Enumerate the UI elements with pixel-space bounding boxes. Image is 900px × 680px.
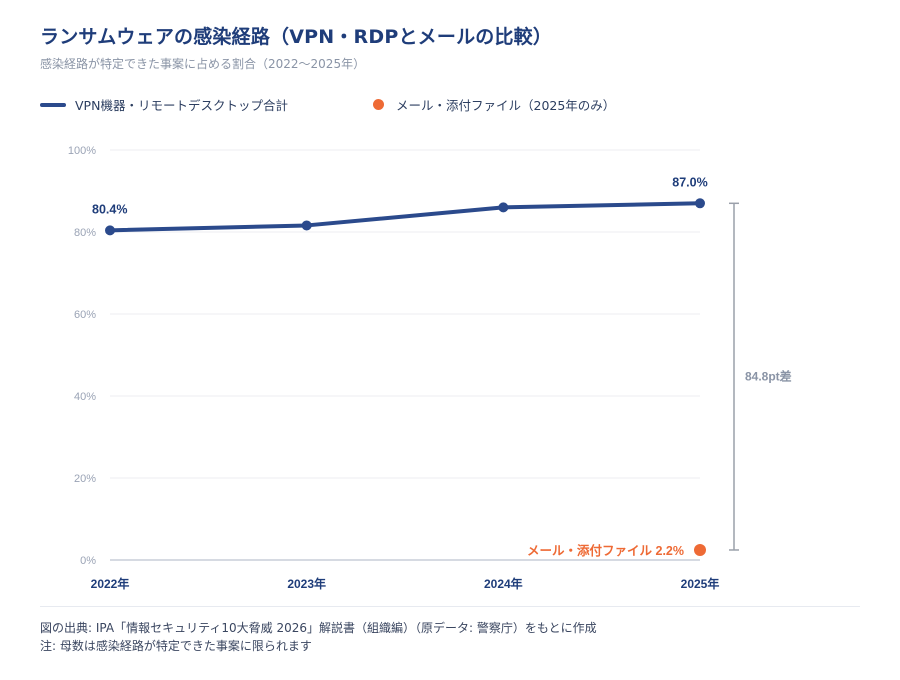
y-tick-label: 100%: [68, 145, 96, 157]
chart-subtitle: 感染経路が特定できた事案に占める割合（2022〜2025年）: [40, 57, 366, 71]
footer-divider: [40, 606, 860, 607]
x-tick-label: 2023年: [287, 576, 326, 591]
chart-title: ランサムウェアの感染経路（VPN・RDPとメールの比較）: [40, 26, 553, 48]
source-note: 図の出典: IPA「情報セキュリティ10大脅威 2026」解説書（組織編）（原デ…: [40, 621, 597, 635]
y-tick-label: 20%: [74, 473, 96, 485]
x-tick-label: 2022年: [91, 576, 130, 591]
data-label-last: 87.0%: [672, 175, 707, 189]
y-tick-label: 0%: [80, 555, 96, 567]
y-tick-label: 80%: [74, 227, 96, 239]
legend-dot-swatch: [373, 99, 384, 110]
series-line-vpn: [108, 201, 702, 233]
x-tick-label: 2024年: [484, 576, 523, 591]
data-point-email: [694, 543, 706, 556]
data-label-email: メール・添付ファイル 2.2%: [527, 543, 684, 558]
data-point-vpn: [695, 198, 705, 209]
data-point-vpn: [105, 225, 115, 236]
data-point-vpn: [498, 202, 509, 213]
difference-label: 84.8pt差: [745, 369, 792, 384]
data-label-first: 80.4%: [92, 202, 127, 216]
legend-label-vpn: VPN機器・リモートデスクトップ合計: [75, 98, 288, 113]
legend-item-vpn: VPN機器・リモートデスクトップ合計: [40, 95, 288, 114]
x-tick-label: 2025年: [681, 576, 720, 591]
data-point-vpn: [301, 220, 312, 231]
y-tick-label: 60%: [74, 309, 96, 321]
y-tick-label: 40%: [74, 391, 96, 403]
line-chart: 0% 20% 40% 60% 80% 100% 2022年 2023年 2024年 2025年 80…: [68, 145, 792, 591]
chart-legend: VPN機器・リモートデスクトップ合計 メール・添付ファイル（2025年のみ）: [40, 95, 860, 115]
legend-label-email: メール・添付ファイル（2025年のみ）: [396, 98, 616, 113]
legend-line-swatch: [40, 102, 66, 107]
footnote: 注: 母数は感染経路が特定できた事案に限られます: [40, 639, 312, 653]
legend-item-email: メール・添付ファイル（2025年のみ）: [373, 95, 615, 114]
